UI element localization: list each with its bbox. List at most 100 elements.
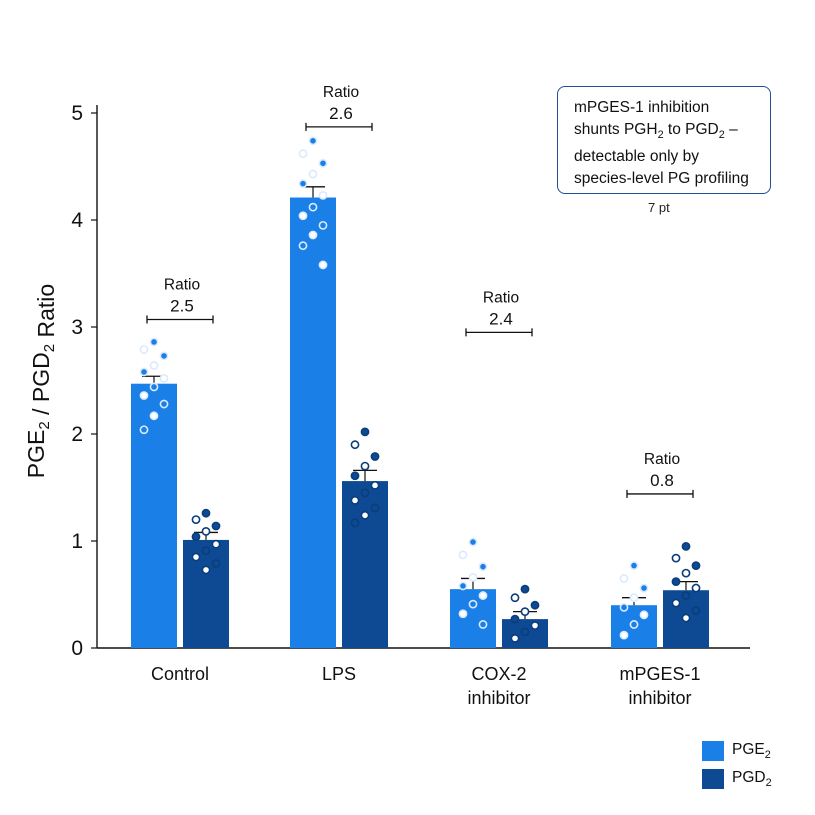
data-point: [211, 559, 221, 568]
legend-label: PGE2: [732, 740, 771, 762]
y-tick-label: 1: [71, 530, 83, 553]
data-point: [468, 572, 478, 582]
data-point: [629, 561, 639, 571]
data-point: [370, 452, 380, 461]
data-point: [298, 211, 308, 221]
data-point: [458, 581, 468, 591]
ratio-annotations: Ratio 2.5 Ratio 2.6 Ratio 2.4 Ratio 0.8: [146, 84, 694, 498]
bar-pge2: [131, 383, 177, 648]
data-point: [520, 607, 530, 617]
data-point: [191, 532, 201, 542]
y-tick-label: 5: [71, 102, 83, 125]
x-axis-labels: Control LPS COX-2 inhibitor mPGES-1 inhibitor: [151, 664, 701, 708]
data-point: [298, 241, 308, 251]
data-point: [211, 539, 221, 549]
annotation-note: 7 pt: [648, 200, 670, 215]
annotation-line: mPGES-1 inhibition: [574, 99, 710, 116]
y-tick-label: 2: [71, 423, 83, 446]
data-point: [681, 541, 691, 551]
y-tick-label: 0: [71, 637, 83, 660]
data-point: [350, 518, 360, 528]
ratio-value: 0.8: [650, 471, 674, 490]
x-tick-label: mPGES-1: [619, 664, 700, 684]
data-point: [308, 136, 318, 146]
data-point: [350, 440, 360, 450]
legend-item-pge2: PGE2: [702, 739, 772, 763]
data-point: [639, 583, 649, 593]
data-point: [139, 425, 149, 435]
data-point: [318, 220, 328, 230]
data-point: [510, 633, 520, 643]
data-point: [671, 553, 681, 563]
legend: PGE2 PGD2: [702, 739, 772, 795]
ratio-label: Ratio: [644, 451, 680, 468]
data-point: [308, 202, 318, 212]
data-point: [149, 337, 159, 347]
data-point: [671, 598, 681, 608]
ratio-value: 2.6: [329, 104, 353, 123]
data-point: [468, 537, 478, 547]
data-point: [681, 613, 691, 623]
legend-label: PGD2: [732, 768, 772, 790]
legend-swatch: [702, 769, 724, 789]
data-point: [478, 562, 488, 572]
data-point: [510, 593, 520, 603]
data-point: [691, 606, 701, 615]
data-point: [318, 190, 328, 200]
data-point: [478, 620, 488, 629]
data-point: [159, 399, 169, 409]
data-point: [159, 351, 169, 361]
data-point: [681, 568, 691, 578]
data-points: [139, 136, 701, 643]
ratio-value: 2.4: [489, 309, 513, 328]
data-point: [159, 373, 169, 383]
legend-swatch: [702, 741, 724, 761]
bars: [131, 186, 709, 648]
data-point: [629, 620, 639, 629]
bar-pgd2: [342, 481, 388, 648]
x-tick-label: inhibitor: [628, 688, 691, 708]
data-point: [530, 621, 540, 630]
ratio-label: Ratio: [164, 277, 200, 294]
data-point: [149, 361, 159, 370]
ratio-value: 2.5: [170, 297, 194, 316]
data-point: [318, 158, 328, 168]
data-point: [139, 367, 149, 377]
data-point: [201, 565, 211, 575]
data-point: [478, 591, 488, 600]
x-tick-label: LPS: [322, 664, 356, 684]
data-point: [510, 614, 520, 624]
data-point: [308, 169, 318, 179]
data-point: [468, 599, 478, 609]
data-point: [139, 345, 149, 354]
data-point: [350, 471, 360, 481]
data-point: [681, 591, 691, 600]
data-point: [298, 179, 308, 189]
data-point: [139, 391, 149, 400]
annotation-line: shunts PGH2 to PGD2 –: [574, 121, 738, 142]
data-point: [360, 510, 370, 520]
data-point: [191, 515, 201, 524]
axes: 0 1 2 3 4 5 PGE2 / PGD2 Ratio: [23, 102, 750, 660]
y-tick-label: 3: [71, 316, 83, 339]
data-point: [691, 561, 701, 571]
ratio-label: Ratio: [323, 84, 359, 101]
data-point: [308, 230, 318, 240]
data-point: [360, 488, 370, 498]
data-point: [619, 574, 629, 583]
data-point: [149, 382, 159, 392]
data-point: [370, 503, 380, 513]
data-point: [318, 260, 328, 270]
x-tick-label: COX-2: [471, 664, 526, 684]
data-point: [629, 593, 639, 603]
data-point: [691, 583, 701, 593]
data-point: [149, 411, 159, 421]
data-point: [201, 508, 211, 518]
data-point: [619, 602, 629, 612]
data-point: [211, 521, 221, 531]
data-point: [639, 610, 649, 620]
data-point: [201, 526, 211, 536]
y-axis-label: PGE2 / PGD2 Ratio: [23, 284, 59, 478]
bar-pgd2: [183, 539, 229, 648]
